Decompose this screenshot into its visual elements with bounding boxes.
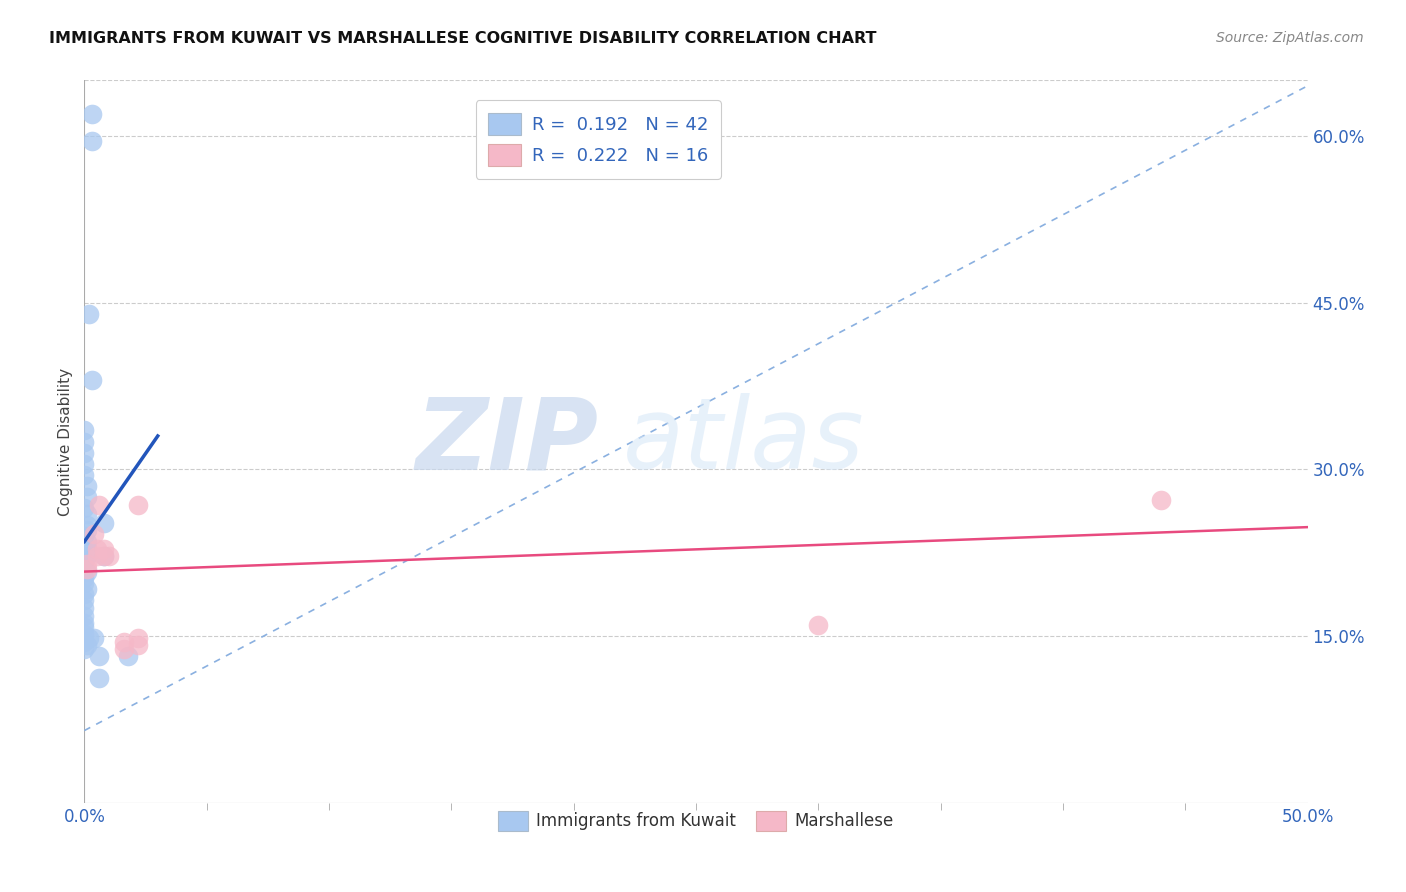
Point <box>73 615 96 630</box>
Point <box>73 434 96 449</box>
Point <box>127 638 149 652</box>
Point <box>73 424 96 438</box>
Point <box>76 479 98 493</box>
Point <box>73 634 96 648</box>
Point <box>76 534 98 549</box>
Point <box>73 642 96 657</box>
Point <box>93 542 115 557</box>
Text: ZIP: ZIP <box>415 393 598 490</box>
Point <box>73 609 96 624</box>
Point <box>80 106 103 120</box>
Point <box>77 307 100 321</box>
Point <box>80 135 103 149</box>
Point <box>112 634 135 648</box>
Point <box>87 671 110 685</box>
Point <box>80 373 103 387</box>
Point <box>76 490 98 504</box>
Point <box>86 542 108 557</box>
Y-axis label: Cognitive Disability: Cognitive Disability <box>58 368 73 516</box>
Point <box>76 562 98 576</box>
Point <box>73 445 96 459</box>
Point <box>76 524 98 538</box>
Point <box>117 649 139 664</box>
Point <box>73 553 96 567</box>
Point <box>73 593 96 607</box>
Point <box>86 549 108 563</box>
Point <box>76 582 98 597</box>
Point <box>76 565 98 579</box>
Point <box>77 632 100 646</box>
Point <box>73 560 96 574</box>
Point <box>93 549 115 563</box>
Legend: Immigrants from Kuwait, Marshallese: Immigrants from Kuwait, Marshallese <box>492 805 900 838</box>
Point <box>73 501 96 516</box>
Point <box>76 638 98 652</box>
Point <box>73 529 96 543</box>
Point <box>76 517 98 532</box>
Point <box>73 627 96 641</box>
Point <box>87 649 110 664</box>
Point <box>73 620 96 634</box>
Point <box>127 498 149 512</box>
Point <box>76 542 98 557</box>
Point <box>73 575 96 590</box>
Point <box>73 467 96 482</box>
Point <box>73 601 96 615</box>
Point <box>73 587 96 601</box>
Text: Source: ZipAtlas.com: Source: ZipAtlas.com <box>1216 31 1364 45</box>
Point <box>83 526 105 541</box>
Point <box>87 498 110 512</box>
Point <box>127 632 149 646</box>
Point <box>1150 493 1173 508</box>
Point <box>97 549 120 563</box>
Point <box>83 632 105 646</box>
Point <box>93 516 115 530</box>
Point <box>807 618 830 632</box>
Point <box>73 457 96 471</box>
Point <box>76 507 98 521</box>
Point <box>73 571 96 585</box>
Point <box>93 549 115 563</box>
Point <box>76 557 98 571</box>
Text: atlas: atlas <box>623 393 865 490</box>
Text: IMMIGRANTS FROM KUWAIT VS MARSHALLESE COGNITIVE DISABILITY CORRELATION CHART: IMMIGRANTS FROM KUWAIT VS MARSHALLESE CO… <box>49 31 877 46</box>
Point <box>112 642 135 657</box>
Point <box>76 549 98 563</box>
